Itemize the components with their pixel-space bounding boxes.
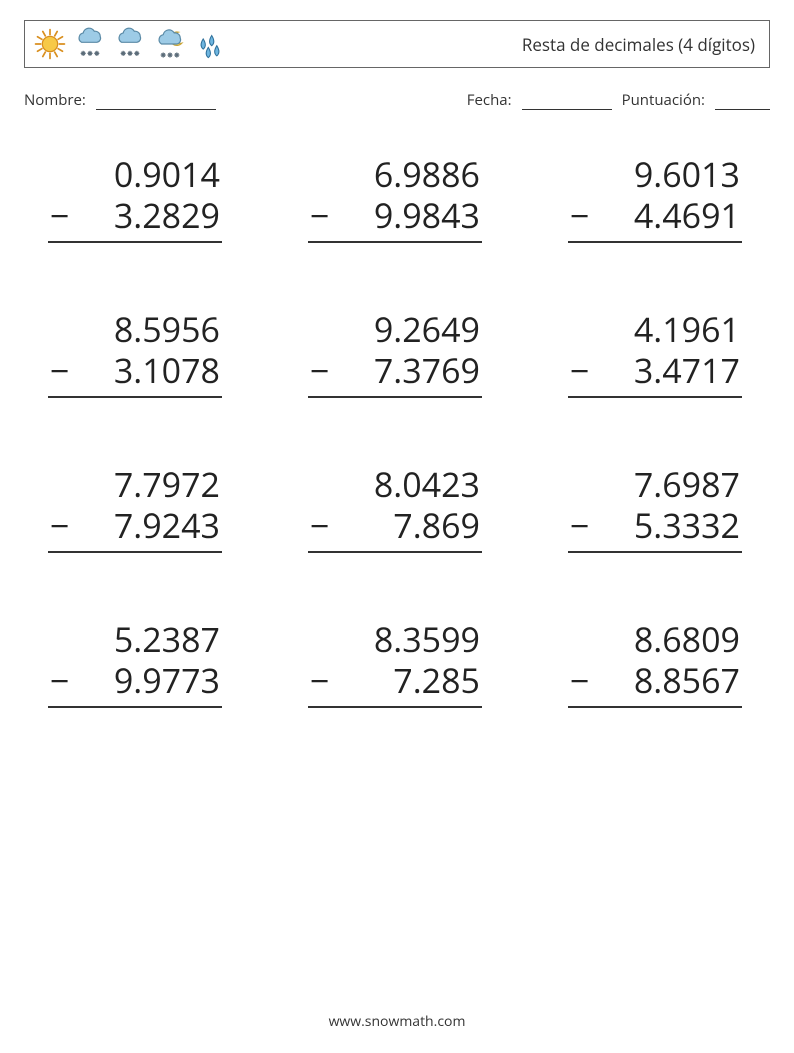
subtrahend-row: −8.8567 (568, 660, 742, 707)
operator: − (50, 660, 69, 701)
footer-url: www.snowmath.com (0, 1012, 794, 1031)
subtrahend: 9.9843 (331, 195, 480, 236)
score-blank (715, 95, 770, 110)
minuend: 8.3599 (374, 619, 482, 660)
problem-7: 7.7972 −7.9243 (52, 464, 222, 553)
subtrahend-row: −5.3332 (568, 505, 742, 552)
subtrahend: 7.9243 (71, 505, 220, 546)
subtrahend-row: −3.1078 (48, 350, 222, 397)
subtrahend-row: −3.4717 (568, 350, 742, 397)
subtrahend-row: −3.2829 (48, 195, 222, 242)
operator: − (310, 660, 329, 701)
weather-icons-strip (33, 27, 227, 61)
subtrahend: 4.4691 (591, 195, 740, 236)
problem-12: 8.6809 −8.8567 (572, 619, 742, 708)
subtrahend-row: −7.285 (308, 660, 482, 707)
problem-4: 8.5956 −3.1078 (52, 309, 222, 398)
worksheet-page: Resta de decimales (4 dígitos) Nombre: F… (0, 0, 794, 1053)
subtrahend: 9.9773 (71, 660, 220, 701)
minuend: 4.1961 (634, 309, 742, 350)
subtrahend: 3.4717 (591, 350, 740, 391)
meta-left: Nombre: (24, 90, 216, 110)
minuend: 7.7972 (114, 464, 222, 505)
subtrahend-row: −9.9773 (48, 660, 222, 707)
problem-3: 9.6013 −4.4691 (572, 154, 742, 243)
subtrahend: 7.869 (331, 505, 480, 546)
snow-cloud-icon (73, 27, 107, 61)
subtrahend-row: −7.3769 (308, 350, 482, 397)
problem-10: 5.2387 −9.9773 (52, 619, 222, 708)
meta-right: Fecha: Puntuación: (467, 90, 770, 110)
operator: − (570, 350, 589, 391)
header-box: Resta de decimales (4 dígitos) (24, 20, 770, 68)
subtrahend-row: −4.4691 (568, 195, 742, 242)
minuend: 8.0423 (374, 464, 482, 505)
subtrahend: 3.1078 (71, 350, 220, 391)
minuend: 9.6013 (634, 154, 742, 195)
score-label: Puntuación: (622, 90, 705, 110)
meta-row: Nombre: Fecha: Puntuación: (24, 90, 770, 110)
operator: − (50, 350, 69, 391)
operator: − (570, 660, 589, 701)
minuend: 6.9886 (374, 154, 482, 195)
subtrahend: 7.285 (331, 660, 480, 701)
problem-8: 8.0423 −7.869 (312, 464, 482, 553)
name-blank (96, 95, 216, 110)
subtrahend: 8.8567 (591, 660, 740, 701)
problem-5: 9.2649 −7.3769 (312, 309, 482, 398)
minuend: 5.2387 (114, 619, 222, 660)
problem-2: 6.9886 −9.9843 (312, 154, 482, 243)
minuend: 8.5956 (114, 309, 222, 350)
worksheet-title: Resta de decimales (4 dígitos) (522, 33, 755, 56)
subtrahend: 7.3769 (331, 350, 480, 391)
operator: − (310, 505, 329, 546)
sun-icon (33, 27, 67, 61)
operator: − (50, 505, 69, 546)
date-label: Fecha: (467, 90, 512, 110)
subtrahend-row: −7.9243 (48, 505, 222, 552)
problem-11: 8.3599 −7.285 (312, 619, 482, 708)
problem-6: 4.1961 −3.4717 (572, 309, 742, 398)
operator: − (570, 505, 589, 546)
name-label: Nombre: (24, 90, 86, 110)
minuend: 7.6987 (634, 464, 742, 505)
operator: − (50, 195, 69, 236)
minuend: 8.6809 (634, 619, 742, 660)
minuend: 9.2649 (374, 309, 482, 350)
moon-cloud-icon (153, 27, 187, 61)
minuend: 0.9014 (114, 154, 222, 195)
snow-cloud-icon (113, 27, 147, 61)
problem-9: 7.6987 −5.3332 (572, 464, 742, 553)
problem-1: 0.9014 −3.2829 (52, 154, 222, 243)
subtrahend-row: −7.869 (308, 505, 482, 552)
subtrahend: 5.3332 (591, 505, 740, 546)
problems-grid: 0.9014−3.28296.9886−9.98439.6013−4.46918… (24, 154, 770, 708)
subtrahend: 3.2829 (71, 195, 220, 236)
operator: − (310, 195, 329, 236)
operator: − (570, 195, 589, 236)
date-blank (522, 95, 612, 110)
raindrops-icon (193, 27, 227, 61)
operator: − (310, 350, 329, 391)
subtrahend-row: −9.9843 (308, 195, 482, 242)
